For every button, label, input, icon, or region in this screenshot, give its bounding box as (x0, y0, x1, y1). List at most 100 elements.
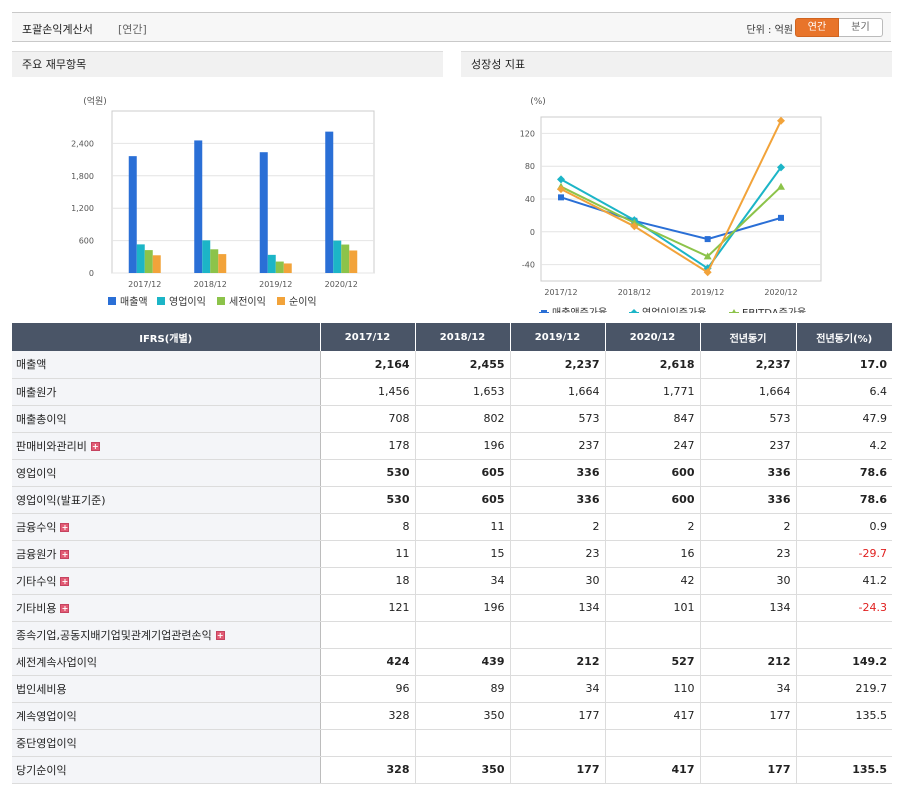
value-cell: 42 (605, 567, 701, 595)
value-cell: 16 (605, 540, 701, 568)
income-statement-table: IFRS(개별) 2017/12 2018/12 2019/12 2020/12 전년동기… (12, 323, 892, 784)
y-tick-label: 40 (525, 195, 535, 204)
table-row: 기타수익 +18 34 30 42 30 41.2 (12, 567, 892, 595)
table-row: 기타비용 +121 196 134 101 134 -24.3 (12, 594, 892, 622)
x-tick-label: 2020/12 (325, 280, 358, 289)
value-cell: 23 (700, 540, 797, 568)
y-tick-label: 120 (520, 129, 535, 138)
value-cell (415, 729, 511, 757)
point-2 (630, 218, 639, 226)
value-cell: 708 (320, 405, 416, 433)
value-cell: 605 (415, 486, 511, 514)
value-cell: 350 (415, 702, 511, 730)
table-row: 매출액 2,164 2,455 2,237 2,618 2,237 17.0 (12, 351, 892, 379)
value-cell: 135.5 (796, 756, 892, 784)
value-cell: 34 (510, 675, 606, 703)
row-label: 매출총이익 (16, 412, 67, 426)
row-label: 영업이익(발표기준) (16, 493, 106, 507)
row-label: 매출원가 (16, 385, 57, 399)
point-1 (630, 309, 638, 317)
value-cell: 219.7 (796, 675, 892, 703)
x-tick-label: 2017/12 (544, 288, 577, 297)
x-tick-label: 2018/12 (618, 288, 651, 297)
y-tick-label: 80 (525, 162, 535, 171)
point-3 (557, 185, 565, 194)
value-cell: 2,237 (510, 351, 606, 379)
series-line-1 (560, 166, 782, 270)
y-tick-label: 1,800 (71, 172, 94, 181)
value-cell: 196 (415, 432, 511, 460)
value-cell: 2,455 (415, 351, 511, 379)
value-cell: 89 (415, 675, 511, 703)
value-cell: 177 (700, 702, 797, 730)
row-label: 법인세비용 (16, 682, 67, 696)
header-column: 2020/12 (605, 323, 701, 351)
value-cell: 110 (605, 675, 701, 703)
bar-0 (128, 156, 137, 273)
row-label-cell: 매출액 (12, 351, 321, 379)
quarter-button[interactable]: 분기 (839, 18, 883, 37)
value-cell: 212 (510, 648, 606, 676)
value-cell (415, 621, 511, 649)
value-cell: 177 (510, 702, 606, 730)
row-label-cell: 기타비용 + (12, 594, 321, 622)
value-cell: 96 (320, 675, 416, 703)
x-tick-label: 2020/12 (764, 288, 797, 297)
point-3 (703, 268, 712, 277)
row-label-cell: 종속기업,공동지배기업및관계기업관련손익 + (12, 621, 321, 649)
legend-label: 매출액증가율 (552, 307, 607, 313)
value-cell: 135.5 (796, 702, 892, 730)
value-cell: 1,664 (700, 378, 797, 406)
header-column: 전년동기(%) (796, 323, 892, 351)
row-label-cell: 금융원가 + (12, 540, 321, 568)
row-label: 영업이익 (16, 466, 57, 480)
value-cell: 600 (605, 459, 701, 487)
value-cell: 2 (700, 513, 797, 541)
y-axis-label: (%) (530, 97, 546, 107)
value-cell: 527 (605, 648, 701, 676)
x-tick-label: 2018/12 (194, 280, 227, 289)
value-cell: 11 (320, 540, 416, 568)
value-cell: 212 (700, 648, 797, 676)
value-cell: 121 (320, 594, 416, 622)
value-cell: 23 (510, 540, 606, 568)
y-axis-label: (억원) (83, 95, 107, 107)
expand-plus-icon[interactable]: + (215, 631, 225, 640)
value-cell: 2 (605, 513, 701, 541)
row-label: 기타수익 (16, 574, 57, 588)
key-financials-chart: (억원) 0 600 1,200 1,800 2,400 2017/12 2018/12 201… (71, 95, 375, 308)
series-line-3 (560, 120, 782, 274)
expand-plus-icon[interactable]: + (60, 604, 70, 613)
value-cell: -24.3 (796, 594, 892, 622)
expand-plus-icon[interactable]: + (90, 442, 100, 451)
growth-panel: 성장성 지표 (%) -40 0 40 80 120 2017/12 2018/12 2019/… (461, 51, 892, 332)
table-row: 계속영업이익 328 350 177 417 177 135.5 (12, 702, 892, 730)
bar-2 (275, 261, 284, 273)
bar-1 (333, 240, 342, 273)
row-label-cell: 금융수익 + (12, 513, 321, 541)
header-column: 전년동기 (700, 323, 797, 351)
legend-label: 영업이익증가율 (642, 306, 706, 313)
table-row: 중단영업이익 (12, 729, 892, 757)
legend-swatch (108, 297, 116, 305)
value-cell: 6.4 (796, 378, 892, 406)
table-row: 종속기업,공동지배기업및관계기업관련손익 + (12, 621, 892, 649)
value-cell: 247 (605, 432, 701, 460)
value-cell: 149.2 (796, 648, 892, 676)
row-label-cell: 매출원가 (12, 378, 321, 406)
expand-plus-icon[interactable]: + (60, 577, 70, 586)
legend-label: 순이익 (289, 296, 317, 308)
key-financials-panel: 주요 재무항목 (억원) 0 600 1,200 1,800 2,400 2017/12 20… (12, 51, 443, 313)
row-label: 기타비용 (16, 601, 57, 615)
value-cell: 417 (605, 702, 701, 730)
expand-plus-icon[interactable]: + (60, 550, 70, 559)
value-cell: 2 (510, 513, 606, 541)
expand-plus-icon[interactable]: + (60, 523, 70, 532)
row-label: 매출액 (16, 358, 47, 372)
point-0 (541, 310, 547, 316)
value-cell: 8 (320, 513, 416, 541)
value-cell: 847 (605, 405, 701, 433)
value-cell: 34 (415, 567, 511, 595)
annual-button[interactable]: 연간 (795, 18, 839, 37)
value-cell: 4.2 (796, 432, 892, 460)
